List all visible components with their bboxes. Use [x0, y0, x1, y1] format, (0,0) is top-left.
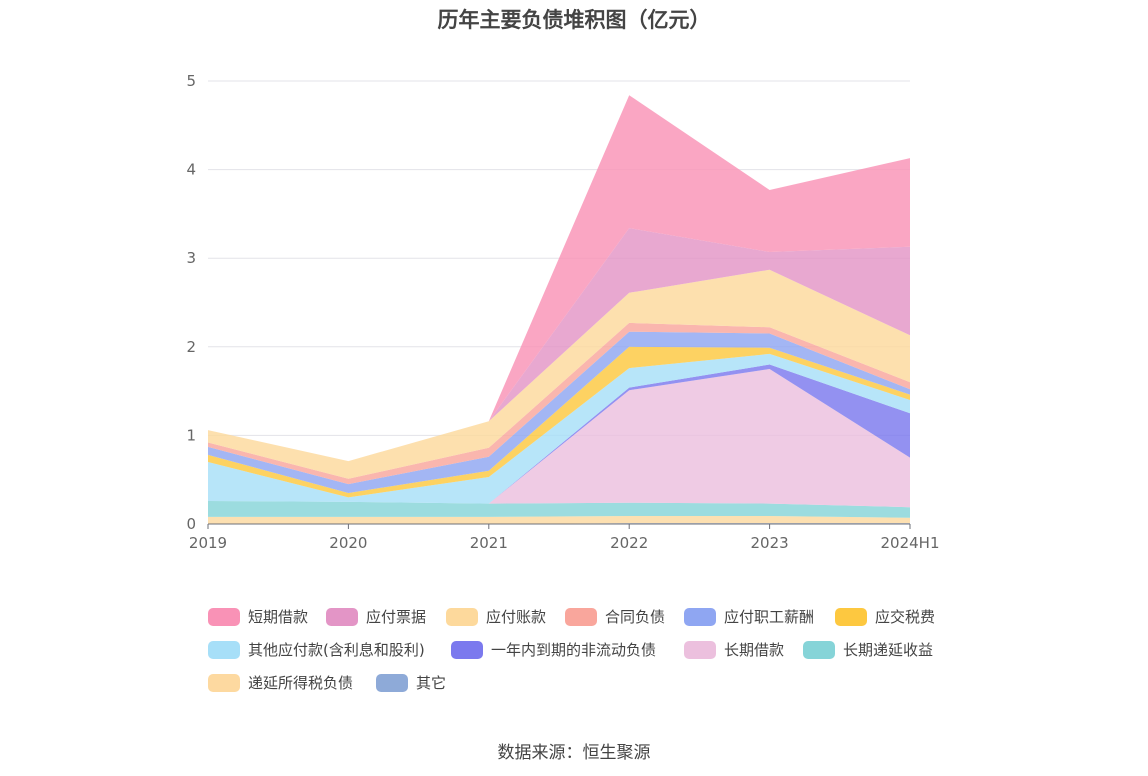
area-series-6: [208, 346, 910, 498]
area-series-3: [208, 369, 910, 508]
legend-swatch: [684, 607, 716, 626]
legend-swatch: [376, 673, 408, 692]
legend-item[interactable]: 应交税费: [835, 606, 935, 627]
area-series: [208, 95, 910, 524]
stacked-area-chart: 0 1 2 3 4 5 2019 2020 2021 2022 2023 2024H1: [186, 72, 939, 552]
legend-item[interactable]: 应付账款: [446, 606, 546, 627]
legend-item[interactable]: 其他应付款(含利息和股利): [208, 639, 425, 660]
legend-swatch: [803, 640, 835, 659]
legend-item[interactable]: 长期递延收益: [803, 639, 933, 660]
legend-item[interactable]: 长期借款: [684, 639, 784, 660]
legend-swatch: [684, 640, 716, 659]
x-tick-label: 2022: [610, 534, 648, 552]
y-tick-label: 0: [186, 515, 196, 533]
legend-item[interactable]: 应付票据: [326, 606, 426, 627]
y-tick-label: 3: [186, 249, 196, 267]
legend-item[interactable]: 递延所得税负债: [208, 672, 353, 693]
chart-title: 历年主要负债堆积图（亿元）: [437, 8, 711, 32]
x-tick-label: 2021: [470, 534, 508, 552]
y-tick-label: 4: [186, 161, 196, 179]
legend-label: 应付职工薪酬: [724, 608, 815, 626]
area-series-2: [208, 501, 910, 518]
legend-label: 应付票据: [366, 608, 427, 626]
legend-label: 长期递延收益: [843, 641, 934, 659]
area-series-9: [208, 269, 910, 479]
y-tick-label: 1: [186, 426, 196, 444]
legend-label: 应付账款: [486, 608, 547, 626]
legend-label: 长期借款: [724, 641, 785, 659]
legend-label: 递延所得税负债: [248, 674, 354, 692]
legend-swatch: [326, 607, 358, 626]
x-tick-label: 2020: [329, 534, 367, 552]
legend-label: 短期借款: [248, 608, 309, 626]
data-source: 数据来源：恒生聚源: [497, 743, 651, 763]
legend-item[interactable]: 短期借款: [208, 606, 308, 627]
legend-item[interactable]: 一年内到期的非流动负债: [451, 639, 656, 660]
area-series-1: [208, 516, 910, 524]
legend-label: 一年内到期的非流动负债: [491, 641, 657, 659]
y-tick-label: 2: [186, 338, 196, 356]
legend-swatch: [451, 640, 483, 659]
legend-swatch: [835, 607, 867, 626]
legend-item[interactable]: 其它: [376, 672, 446, 693]
axes: 0 1 2 3 4 5 2019 2020 2021 2022 2023 2024H1: [186, 72, 939, 552]
x-tick-label: 2024H1: [881, 534, 940, 552]
legend-swatch: [208, 673, 240, 692]
legend-swatch: [565, 607, 597, 626]
legend-item[interactable]: 合同负债: [565, 606, 665, 627]
x-tick-label: 2023: [751, 534, 789, 552]
legend-label: 应交税费: [875, 608, 936, 626]
legend-swatch: [208, 607, 240, 626]
legend-label: 合同负债: [605, 608, 666, 626]
legend-label: 其它: [416, 674, 447, 692]
y-tick-label: 5: [186, 72, 196, 90]
legend-swatch: [446, 607, 478, 626]
area-series-5: [208, 353, 910, 504]
x-tick-label: 2019: [189, 534, 227, 552]
legend-swatch: [208, 640, 240, 659]
legend-item[interactable]: 应付职工薪酬: [684, 606, 814, 627]
area-series-10: [208, 228, 910, 462]
area-series-11: [208, 95, 910, 462]
legend-label: 其他应付款(含利息和股利): [248, 641, 425, 659]
